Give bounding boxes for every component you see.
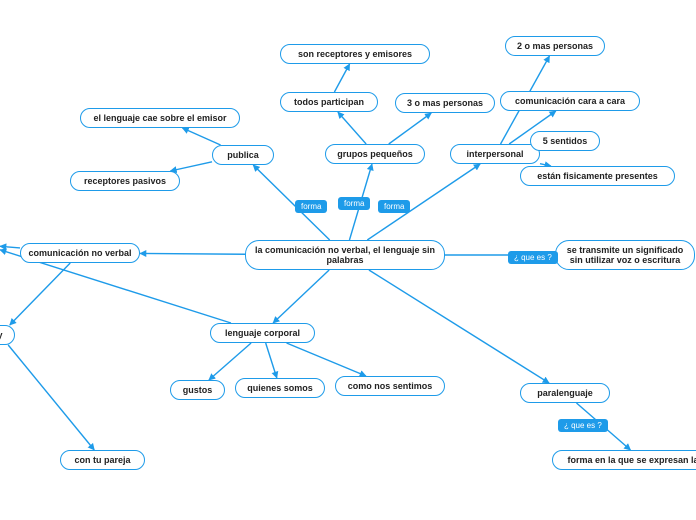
node-label: son receptores y emisores: [298, 49, 412, 59]
node-label: todos participan: [294, 97, 364, 107]
edge: [273, 270, 329, 323]
node-transmite[interactable]: se transmite un significado sin utilizar…: [555, 240, 695, 270]
node-label: la comunicación no verbal, el lenguaje s…: [252, 245, 438, 266]
node-pareja[interactable]: con tu pareja: [60, 450, 145, 470]
node-inter[interactable]: interpersonal: [450, 144, 540, 164]
node-label: están fisicamente presentes: [537, 171, 658, 181]
node-label: 5 sentidos: [543, 136, 588, 146]
node-label: el lenguaje cae sobre el emisor: [93, 113, 226, 123]
node-label: como nos sentimos: [348, 381, 433, 391]
edge: [287, 343, 366, 376]
node-label: comunicación cara a cara: [515, 96, 625, 106]
edge-label: forma: [378, 200, 410, 213]
node-cnv[interactable]: comunicación no verbal: [20, 243, 140, 263]
edge-label: ¿ que es ?: [508, 251, 558, 264]
node-formapal[interactable]: forma en la que se expresan las pa: [552, 450, 696, 470]
node-emisor[interactable]: el lenguaje cae sobre el emisor: [80, 108, 240, 128]
edge: [140, 253, 245, 254]
node-label: forma en la que se expresan las pa: [567, 455, 696, 465]
edge: [10, 263, 70, 325]
node-label: lenguaje corporal: [225, 328, 300, 338]
node-label: se transmite un significado sin utilizar…: [562, 245, 688, 266]
node-para[interactable]: paralenguaje: [520, 383, 610, 403]
edge: [334, 64, 349, 92]
node-label: receptores pasivos: [84, 176, 166, 186]
edge-label: ¿ que es ?: [558, 419, 608, 432]
node-tresmas[interactable]: 3 o mas personas: [395, 93, 495, 113]
edge: [266, 343, 277, 378]
node-recpas[interactable]: receptores pasivos: [70, 171, 180, 191]
node-central[interactable]: la comunicación no verbal, el lenguaje s…: [245, 240, 445, 270]
node-cara[interactable]: comunicación cara a cara: [500, 91, 640, 111]
node-fisic[interactable]: están fisicamente presentes: [520, 166, 675, 186]
node-label: 3 o mas personas: [407, 98, 483, 108]
node-label: comunicación no verbal: [28, 248, 131, 258]
node-sentidos[interactable]: 5 sentidos: [530, 131, 600, 151]
edge-label: forma: [295, 200, 327, 213]
node-label: paralenguaje: [537, 388, 593, 398]
node-label: y: [0, 330, 3, 340]
node-label: quienes somos: [247, 383, 313, 393]
node-dosmas[interactable]: 2 o mas personas: [505, 36, 605, 56]
edge: [182, 128, 220, 145]
edge: [209, 343, 251, 380]
edge: [369, 270, 549, 383]
node-publica[interactable]: publica: [212, 145, 274, 165]
node-grupos[interactable]: grupos pequeños: [325, 144, 425, 164]
edge: [8, 345, 94, 450]
edge: [170, 162, 212, 171]
edge: [389, 113, 432, 144]
node-label: interpersonal: [466, 149, 523, 159]
node-label: publica: [227, 150, 259, 160]
node-todos[interactable]: todos participan: [280, 92, 378, 112]
edge: [338, 112, 366, 144]
node-sentimos[interactable]: como nos sentimos: [335, 376, 445, 396]
node-label: 2 o mas personas: [517, 41, 593, 51]
node-gustos[interactable]: gustos: [170, 380, 225, 400]
node-sonrec[interactable]: son receptores y emisores: [280, 44, 430, 64]
node-yfrag[interactable]: y: [0, 325, 15, 345]
edge-label: forma: [338, 197, 370, 210]
edge: [0, 246, 20, 248]
node-label: gustos: [183, 385, 213, 395]
node-label: con tu pareja: [74, 455, 130, 465]
node-lengcorp[interactable]: lenguaje corporal: [210, 323, 315, 343]
node-quienes[interactable]: quienes somos: [235, 378, 325, 398]
node-label: grupos pequeños: [337, 149, 413, 159]
